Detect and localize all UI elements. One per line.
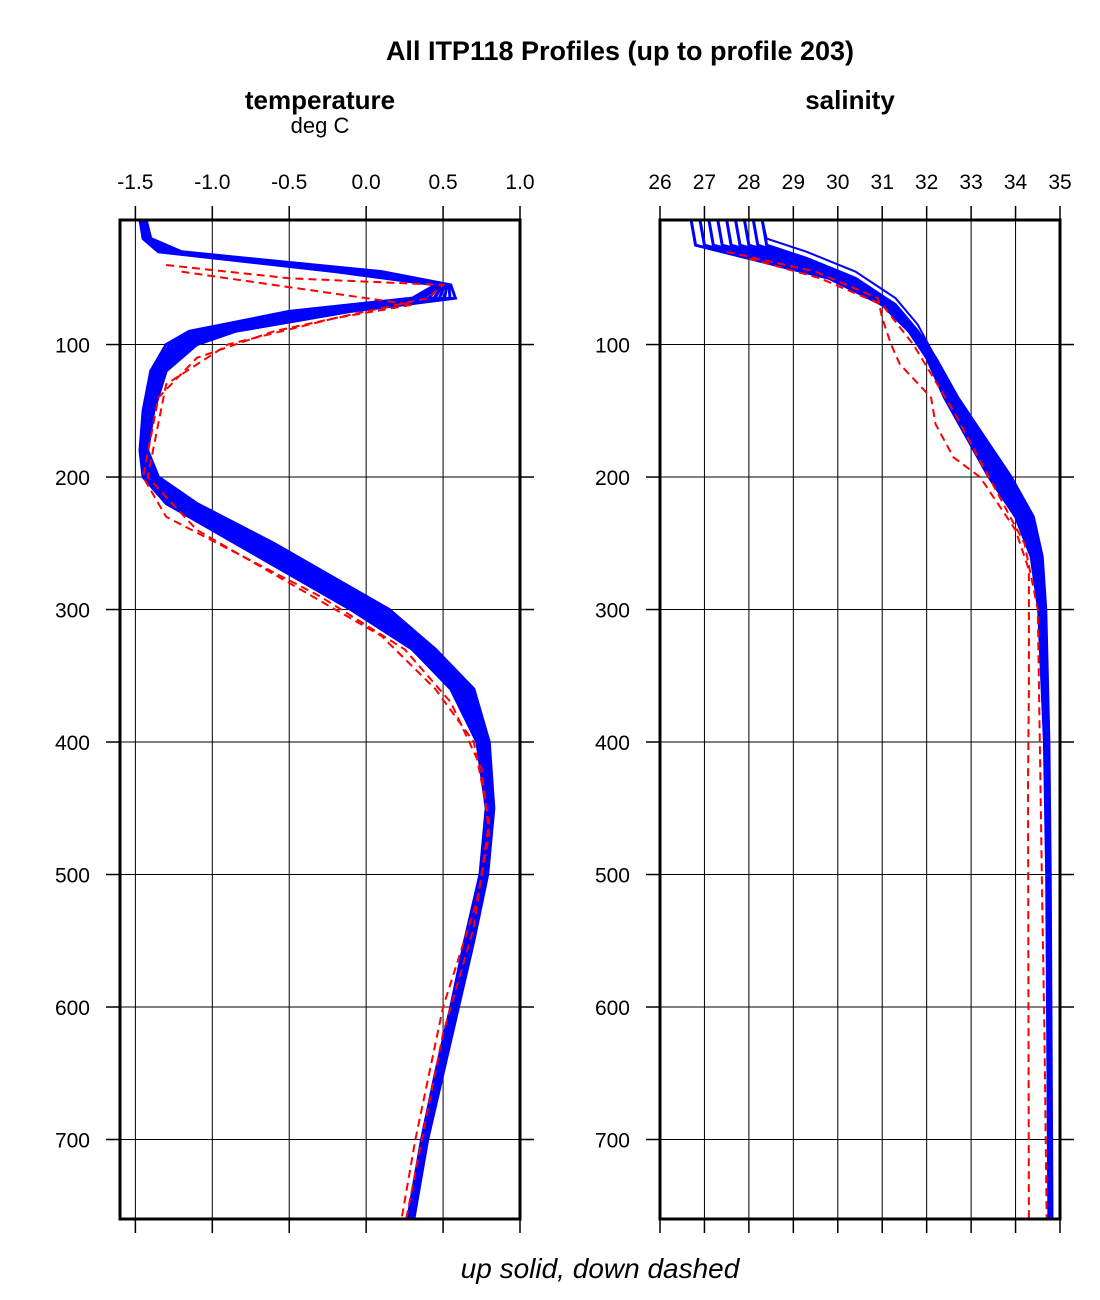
y-tick-label: 200: [55, 467, 90, 490]
panel-salinity: salinity 26 27 28 29 30 31 32 33 34 35 100 200 300 400…: [595, 85, 1074, 1233]
y-tick-label: 600: [595, 997, 630, 1020]
x-tick-label: 1.0: [505, 171, 534, 194]
x-tick-label: 31: [871, 171, 894, 194]
y-tick-label: 400: [55, 732, 90, 755]
x-tick-label: -1.0: [194, 171, 230, 194]
x-tick-label: -1.5: [117, 171, 153, 194]
panel-title: temperature: [245, 85, 395, 115]
x-tick-label: 33: [959, 171, 982, 194]
x-axis-label: deg C: [291, 113, 350, 138]
down-profile-line: [748, 257, 1048, 1219]
up-profile-line: [138, 220, 488, 1219]
y-tick-label: 500: [55, 865, 90, 888]
up-profile-line: [690, 220, 1050, 1219]
up-profile-line: [751, 220, 1054, 1219]
y-tick-label: 700: [595, 1130, 630, 1153]
plot-frame: [118, 218, 522, 1221]
y-tick-label: 700: [55, 1130, 90, 1153]
y-axis-label: m: [0, 710, 6, 730]
up-profile-line: [689, 220, 1051, 1219]
y-tick-label: 400: [595, 732, 630, 755]
y-tick-label: 100: [595, 335, 630, 358]
y-tick-label: 500: [595, 865, 630, 888]
up-profile-line: [145, 220, 495, 1219]
panel-title: salinity: [805, 85, 895, 115]
y-tick-label: 300: [595, 600, 630, 623]
x-tick-label: 35: [1048, 171, 1071, 194]
up-profile-line: [716, 220, 1052, 1219]
chart-title: All ITP118 Profiles (up to profile 203): [386, 36, 854, 66]
up-profile-line: [761, 220, 1053, 1219]
y-tick-label: 100: [55, 335, 90, 358]
up-profile-line: [698, 220, 1051, 1219]
x-tick-label: 26: [648, 171, 671, 194]
y-tick-label: 600: [55, 997, 90, 1020]
up-profile-line: [142, 220, 492, 1219]
down-profile-line: [726, 250, 1030, 1219]
up-profile-line: [725, 220, 1052, 1219]
x-tick-label: 30: [826, 171, 849, 194]
up-profile-line: [725, 220, 1052, 1219]
up-profile-line: [707, 220, 1052, 1219]
up-profile-line: [742, 220, 1053, 1219]
up-profile-line: [734, 220, 1053, 1219]
caption: up solid, down dashed: [461, 1253, 741, 1284]
down-profile-line: [146, 270, 491, 1219]
y-tick-label: 200: [595, 467, 630, 490]
x-tick-label: 34: [1004, 171, 1028, 194]
plot-frame: [658, 218, 1062, 1221]
x-tick-label: 0.0: [352, 171, 381, 194]
up-profile-line: [760, 220, 1054, 1219]
x-tick-label: 32: [915, 171, 938, 194]
x-tick-label: 28: [737, 171, 760, 194]
x-tick-label: -0.5: [271, 171, 307, 194]
y-tick-label: 300: [55, 600, 90, 623]
up-profile-line: [138, 220, 488, 1219]
x-tick-label: 29: [782, 171, 805, 194]
x-tick-label: 0.5: [428, 171, 457, 194]
x-tick-label: 27: [693, 171, 716, 194]
